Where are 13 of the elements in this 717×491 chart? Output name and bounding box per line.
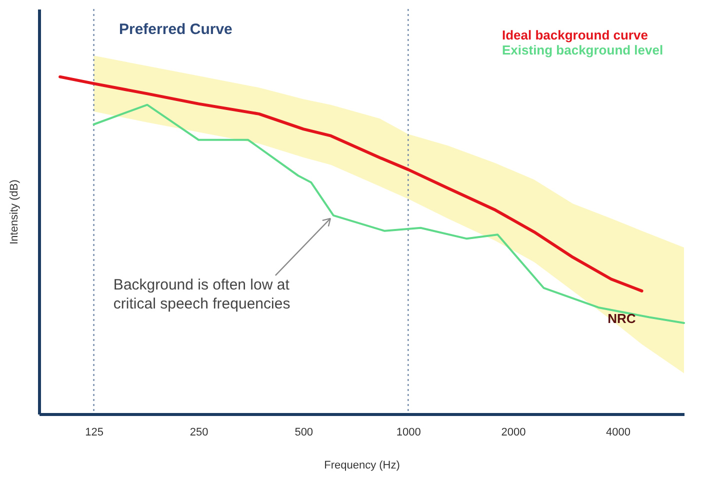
annotation: Background is often low at critical speech frequencies: [113, 276, 290, 312]
x-tick-label: 2000: [501, 426, 526, 438]
x-axis-title: Frequency (Hz): [324, 460, 400, 472]
text: Existing background level: [502, 42, 664, 58]
y-axis-title: Intensity (dB): [8, 180, 20, 244]
x-tick-label: 4000: [606, 426, 630, 438]
x-tick-label: 1000: [396, 426, 421, 438]
annotation: NRC: [608, 310, 636, 326]
x-tick-label: 500: [294, 426, 314, 438]
x-tick-label: 125: [85, 426, 104, 438]
text: Ideal background curve: [502, 28, 648, 42]
x-tick-label: 250: [190, 426, 208, 438]
text: Preferred Curve: [119, 21, 232, 38]
